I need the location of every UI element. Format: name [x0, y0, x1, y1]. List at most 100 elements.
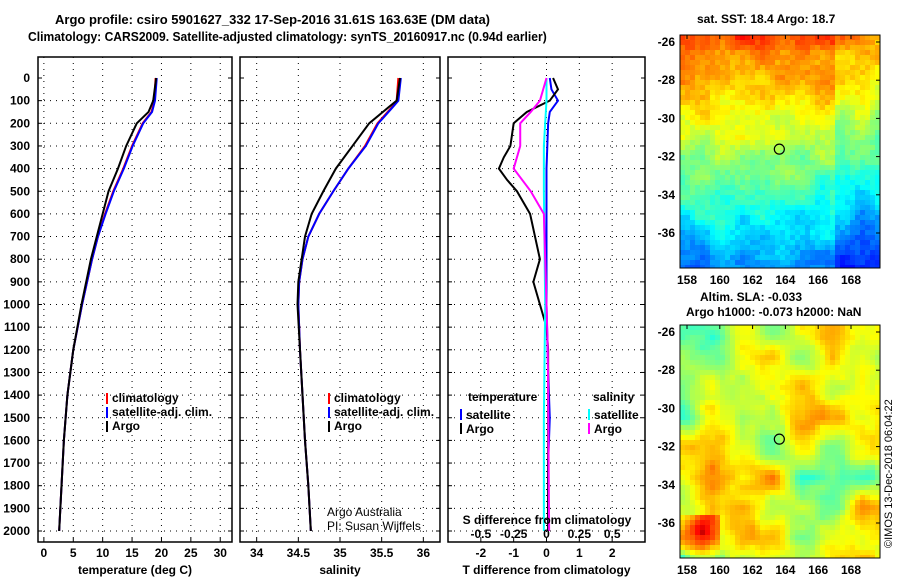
map-cell [875, 555, 881, 558]
map-cell [760, 215, 766, 221]
map-cell [840, 160, 846, 166]
map-cell [760, 210, 766, 216]
map-cell [830, 65, 836, 71]
map-cell [765, 205, 771, 211]
map-cell [815, 50, 821, 56]
map-cell [805, 405, 811, 411]
map-cell [815, 445, 821, 451]
map-cell [690, 360, 696, 366]
map-cell [765, 420, 771, 426]
map-cell [720, 485, 726, 491]
map-cell [790, 150, 796, 156]
map-lon-label: 158 [677, 563, 697, 577]
map-cell [840, 210, 846, 216]
map-cell [735, 535, 741, 541]
map-cell [745, 420, 751, 426]
map-cell [730, 545, 736, 551]
map-cell [790, 255, 796, 261]
map-cell [815, 405, 821, 411]
map-cell [720, 325, 726, 331]
map-cell [875, 160, 881, 166]
map-cell [785, 235, 791, 241]
map-cell [835, 455, 841, 461]
map-cell [870, 415, 876, 421]
map-cell [695, 465, 701, 471]
map-cell [765, 375, 771, 381]
map-cell [785, 390, 791, 396]
map-cell [825, 470, 831, 476]
map-cell [835, 135, 841, 141]
legend-swatch [328, 393, 330, 404]
map-cell [690, 500, 696, 506]
map-cell [755, 370, 761, 376]
map-cell [755, 200, 761, 206]
map-cell [860, 375, 866, 381]
map-cell [785, 410, 791, 416]
map-cell [865, 245, 871, 251]
map-cell [715, 60, 721, 66]
map-cell [835, 385, 841, 391]
map-cell [760, 425, 766, 431]
map-cell [735, 115, 741, 121]
map-cell [745, 260, 751, 266]
map-cell [680, 150, 686, 156]
map-cell [790, 455, 796, 461]
map-cell [750, 435, 756, 441]
map-cell [820, 240, 826, 246]
map-cell [775, 525, 781, 531]
map-cell [835, 160, 841, 166]
map-cell [725, 60, 731, 66]
map-cell [805, 230, 811, 236]
map-cell [870, 170, 876, 176]
map-cell [800, 465, 806, 471]
map-cell [725, 225, 731, 231]
map-cell [850, 120, 856, 126]
map-cell [700, 405, 706, 411]
map-cell [735, 375, 741, 381]
legend-swatch [106, 393, 108, 404]
map-cell [750, 390, 756, 396]
map-cell [810, 450, 816, 456]
map-cell [770, 125, 776, 131]
map-cell [805, 205, 811, 211]
map-cell [795, 495, 801, 501]
map-cell [725, 125, 731, 131]
map-cell [860, 35, 866, 41]
map-cell [755, 85, 761, 91]
map-cell [815, 485, 821, 491]
map-cell [745, 355, 751, 361]
map-cell [860, 225, 866, 231]
map-cell [875, 265, 881, 268]
map-cell [685, 420, 691, 426]
map-cell [755, 80, 761, 86]
map-cell [760, 65, 766, 71]
map-cell [780, 125, 786, 131]
map-cell [790, 475, 796, 481]
map-cell [735, 245, 741, 251]
map-cell [745, 130, 751, 136]
map-cell [800, 350, 806, 356]
map-cell [700, 420, 706, 426]
map-cell [850, 180, 856, 186]
map-cell [705, 455, 711, 461]
map-cell [720, 150, 726, 156]
map-cell [735, 540, 741, 546]
map-cell [680, 215, 686, 221]
map-cell [740, 120, 746, 126]
map-cell [840, 410, 846, 416]
map-cell [740, 540, 746, 546]
map-cell [765, 450, 771, 456]
map-cell [710, 510, 716, 516]
map-cell [695, 140, 701, 146]
map-cell [870, 220, 876, 226]
map-cell [705, 135, 711, 141]
map-cell [755, 480, 761, 486]
map-cell [785, 135, 791, 141]
map-cell [715, 125, 721, 131]
map-cell [870, 490, 876, 496]
map-cell [705, 40, 711, 46]
map-cell [730, 60, 736, 66]
map-cell [765, 160, 771, 166]
map-cell [845, 530, 851, 536]
map-cell [875, 90, 881, 96]
